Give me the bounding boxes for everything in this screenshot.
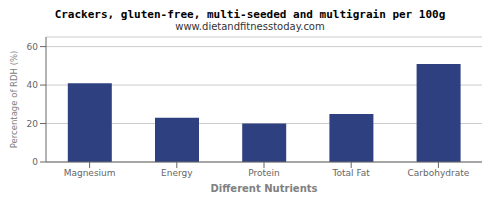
svg-text:Different Nutrients: Different Nutrients — [211, 183, 318, 192]
svg-text:Protein: Protein — [248, 168, 280, 178]
svg-text:Carbohydrate: Carbohydrate — [408, 168, 470, 178]
svg-text:Magnesium: Magnesium — [64, 168, 116, 178]
svg-text:60: 60 — [27, 42, 39, 52]
svg-text:Percentage of RDH (%): Percentage of RDH (%) — [9, 51, 19, 149]
svg-text:20: 20 — [27, 119, 39, 129]
svg-text:Total Fat: Total Fat — [332, 168, 371, 178]
svg-text:Energy: Energy — [161, 168, 193, 178]
html-text:www.dietandfitnesstoday.com: www.dietandfitnesstoday.com — [175, 21, 325, 32]
svg-text:0: 0 — [32, 157, 38, 167]
html-text:Crackers, gluten-free, multi-s: Crackers, gluten-free, multi-seeded and … — [54, 8, 446, 21]
svg-text:40: 40 — [27, 80, 39, 90]
